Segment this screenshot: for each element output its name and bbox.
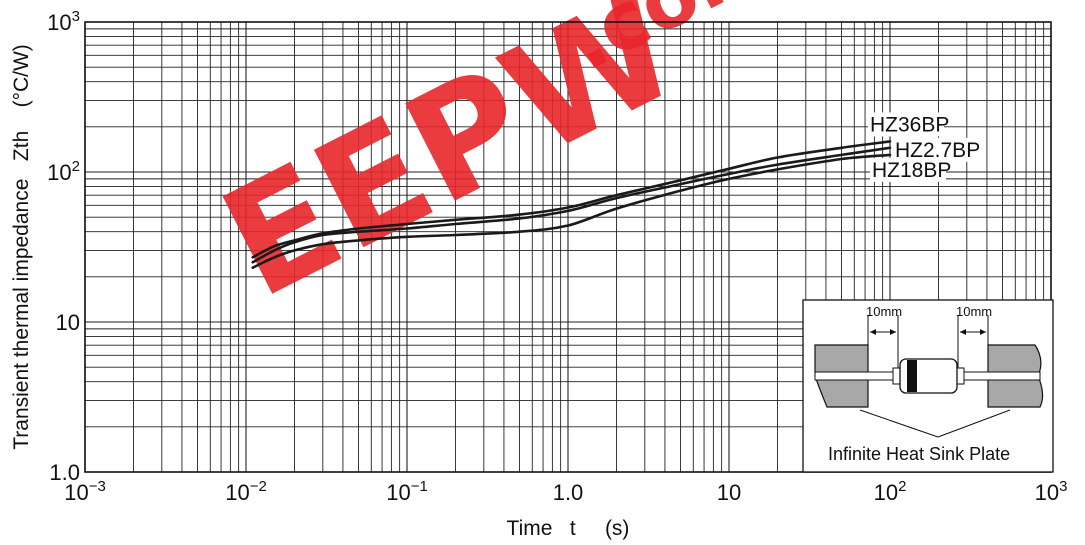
x-tick-label: 10−2: [225, 478, 267, 505]
dim-arrowheads-right: [960, 329, 986, 335]
y-tick-label: 10: [56, 310, 80, 335]
pointer-line-left: [859, 409, 939, 438]
series-label: HZ2.7BP: [895, 139, 980, 162]
y-tick-label: 102: [47, 158, 80, 185]
x-tick-label: 1.0: [553, 480, 584, 505]
series-line-hz18bp: [251, 153, 892, 269]
caption-backdrop: [824, 440, 1049, 466]
series-label-backdrop: [868, 112, 944, 137]
series-label-backdrop: [893, 137, 981, 162]
series-label: HZ36BP: [870, 113, 949, 136]
series-layer: [251, 140, 892, 269]
watermark-logo: EEPW .com: [197, 0, 788, 332]
series-label: HZ18BP: [872, 159, 951, 182]
mounting-diagram-inset: 10mm 10mm Infinite Heat Sink Plate: [802, 299, 1054, 473]
dim-label-left: 10mm: [866, 304, 902, 319]
x-tick-label: 102: [874, 478, 907, 505]
y-axis-title: Transient thermal impedance Zth (°C/W): [10, 44, 33, 450]
x-tick-label: 103: [1035, 478, 1068, 505]
dim-arrowheads-left: [870, 329, 896, 335]
x-tick-labels: 10−3 10−2 10−1 1.0 10 102 103: [64, 478, 1067, 505]
y-tick-label: 103: [47, 8, 80, 35]
x-tick-label: 10−1: [386, 478, 428, 505]
y-tick-label: 1.0: [49, 460, 80, 485]
series-line-hz36bp: [251, 140, 892, 259]
inset-caption: Infinite Heat Sink Plate: [828, 444, 1010, 464]
cathode-band: [907, 360, 917, 392]
series-line-hz2-7bp: [251, 146, 892, 264]
x-tick-label: 10: [717, 480, 741, 505]
plot-frame: [84, 21, 1052, 473]
x-axis-title: Time t (s): [507, 517, 630, 540]
pointer-line-right: [937, 409, 1011, 438]
series-label-backdrop: [870, 157, 946, 182]
dim-label-right: 10mm: [956, 304, 992, 319]
x-tick-label: 10−3: [64, 478, 106, 505]
y-tick-labels: 1.0 10 102 103: [47, 8, 80, 485]
